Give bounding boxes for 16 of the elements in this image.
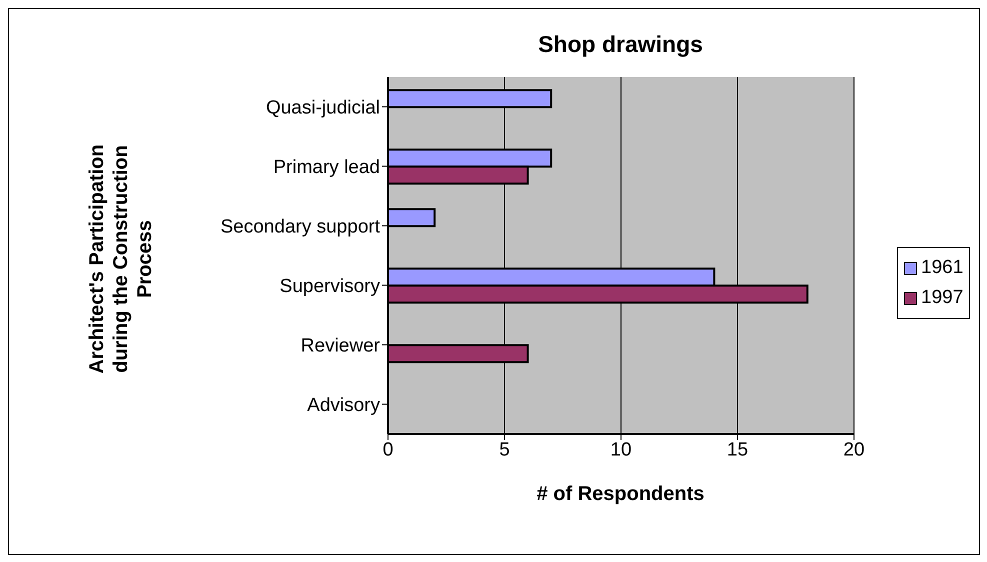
x-tick-label: 10 (610, 439, 632, 460)
x-tick-label: 20 (843, 439, 865, 460)
chart-title: Shop drawings (537, 31, 704, 58)
y-tick-label: Primary lead (273, 156, 380, 178)
y-axis-title: Architect's Participation during the Construction Process (85, 143, 157, 376)
x-tick-label: 0 (382, 439, 394, 460)
x-tick-label: 5 (499, 439, 510, 460)
y-tick-label: Secondary support (220, 216, 381, 238)
y-tick-label: Advisory (307, 394, 380, 416)
x-axis-title: # of Respondents (536, 483, 706, 506)
x-tick-label: 15 (726, 439, 748, 460)
legend-label: 1997 (921, 286, 964, 310)
y-tick-label: Reviewer (300, 335, 381, 356)
y-tick-label: Supervisory (280, 276, 380, 297)
legend-label: 1961 (921, 256, 964, 280)
y-tick-label: Quasi-judicial (266, 97, 380, 118)
